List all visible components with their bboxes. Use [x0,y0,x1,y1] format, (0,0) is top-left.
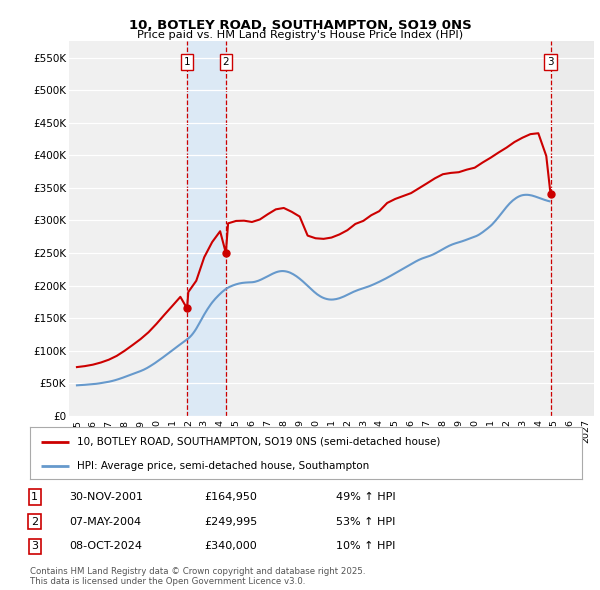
Text: 53% ↑ HPI: 53% ↑ HPI [336,517,395,526]
Text: HPI: Average price, semi-detached house, Southampton: HPI: Average price, semi-detached house,… [77,461,369,471]
Bar [551,41,594,416]
Text: 07-MAY-2004: 07-MAY-2004 [69,517,141,526]
Text: 2: 2 [223,57,229,67]
Bar [187,41,226,416]
Text: Price paid vs. HM Land Registry's House Price Index (HPI): Price paid vs. HM Land Registry's House … [137,30,463,40]
Text: 2: 2 [31,517,38,526]
Text: 10% ↑ HPI: 10% ↑ HPI [336,542,395,551]
Text: 3: 3 [31,542,38,551]
Text: 1: 1 [31,492,38,502]
Text: 3: 3 [547,57,554,67]
Text: 10, BOTLEY ROAD, SOUTHAMPTON, SO19 0NS (semi-detached house): 10, BOTLEY ROAD, SOUTHAMPTON, SO19 0NS (… [77,437,440,447]
Text: £164,950: £164,950 [204,492,257,502]
Text: 30-NOV-2001: 30-NOV-2001 [69,492,143,502]
Text: 1: 1 [184,57,190,67]
Text: 08-OCT-2024: 08-OCT-2024 [69,542,142,551]
Text: 49% ↑ HPI: 49% ↑ HPI [336,492,395,502]
Text: 10, BOTLEY ROAD, SOUTHAMPTON, SO19 0NS: 10, BOTLEY ROAD, SOUTHAMPTON, SO19 0NS [128,19,472,32]
Text: £249,995: £249,995 [204,517,257,526]
Text: Contains HM Land Registry data © Crown copyright and database right 2025.
This d: Contains HM Land Registry data © Crown c… [30,567,365,586]
Text: £340,000: £340,000 [204,542,257,551]
